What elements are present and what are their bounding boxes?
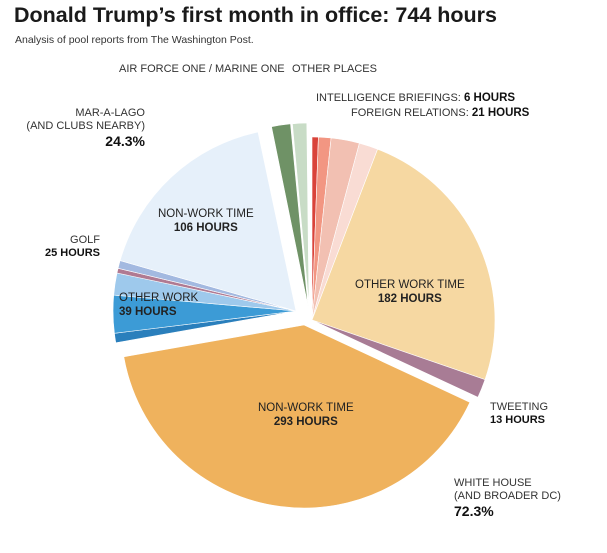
label-mar-a-lago: MAR-A-LAGO (AND CLUBS NEARBY) 24.3% [20,107,145,148]
label-mar-a-lago-line2: (AND CLUBS NEARBY) [26,120,145,132]
label-tweeting: TWEETING 13 HOURS [490,401,548,427]
label-white-house: WHITE HOUSE (AND BROADER DC) 72.3% [454,477,561,518]
label-white-house-nonwork: NON-WORK TIME 293 HOURS [258,401,354,429]
label-foreign-name: FOREIGN RELATIONS: [351,107,469,119]
label-white-house-otherwork: OTHER WORK TIME 182 HOURS [355,278,465,306]
label-mar-a-lago-otherwork: OTHER WORK 39 HOURS [119,291,198,319]
label-mar-a-lago-line1: MAR-A-LAGO [75,107,145,119]
slice-white-house-non-work [123,324,471,509]
slice-tweeting [311,319,486,398]
label-golf-name: GOLF [70,234,100,246]
pie-slices [112,122,496,509]
label-wh-nonwork-hours: 293 HOURS [273,416,338,428]
label-ml-otherwork-name: OTHER WORK [119,292,199,304]
label-intelligence-briefings: INTELLIGENCE BRIEFINGS: 6 HOURS [316,92,515,105]
label-wh-nonwork-name: NON-WORK TIME [258,402,354,414]
label-tweeting-hours: 13 HOURS [490,414,546,426]
label-white-house-line1: WHITE HOUSE [454,477,532,489]
chart-subtitle: Analysis of pool reports from The Washin… [15,34,254,46]
label-tweeting-name: TWEETING [490,401,549,413]
label-foreign-relations: FOREIGN RELATIONS: 21 HOURS [351,107,529,120]
label-white-house-percent: 72.3% [454,503,494,519]
label-ml-nonwork-name: NON-WORK TIME [158,208,254,220]
label-mar-a-lago-nonwork: NON-WORK TIME 106 HOURS [158,207,254,235]
label-wh-otherwork-hours: 182 HOURS [377,293,442,305]
label-golf-hours: 25 HOURS [44,247,100,259]
label-wh-otherwork-name: OTHER WORK TIME [355,279,465,291]
label-intelligence-hours: 6 HOURS [463,92,516,104]
slice-mar-a-lago-non-work [119,131,297,312]
slice-white-house-other-work [311,148,496,380]
label-golf: GOLF 25 HOURS [20,234,100,260]
slice-other-places [292,122,310,307]
label-foreign-hours: 21 HOURS [471,107,530,119]
label-white-house-line2: (AND BROADER DC) [454,490,561,502]
chart-title: Donald Trump’s first month in office: 74… [14,3,497,27]
label-air-force-one: AIR FORCE ONE / MARINE ONE [119,63,285,75]
slice-air-force-one [271,123,309,307]
label-mar-a-lago-percent: 24.3% [105,133,145,149]
label-intelligence-name: INTELLIGENCE BRIEFINGS: [316,92,461,104]
label-ml-otherwork-hours: 39 HOURS [119,306,177,318]
label-ml-nonwork-hours: 106 HOURS [173,222,238,234]
label-other-places: OTHER PLACES [292,63,377,75]
